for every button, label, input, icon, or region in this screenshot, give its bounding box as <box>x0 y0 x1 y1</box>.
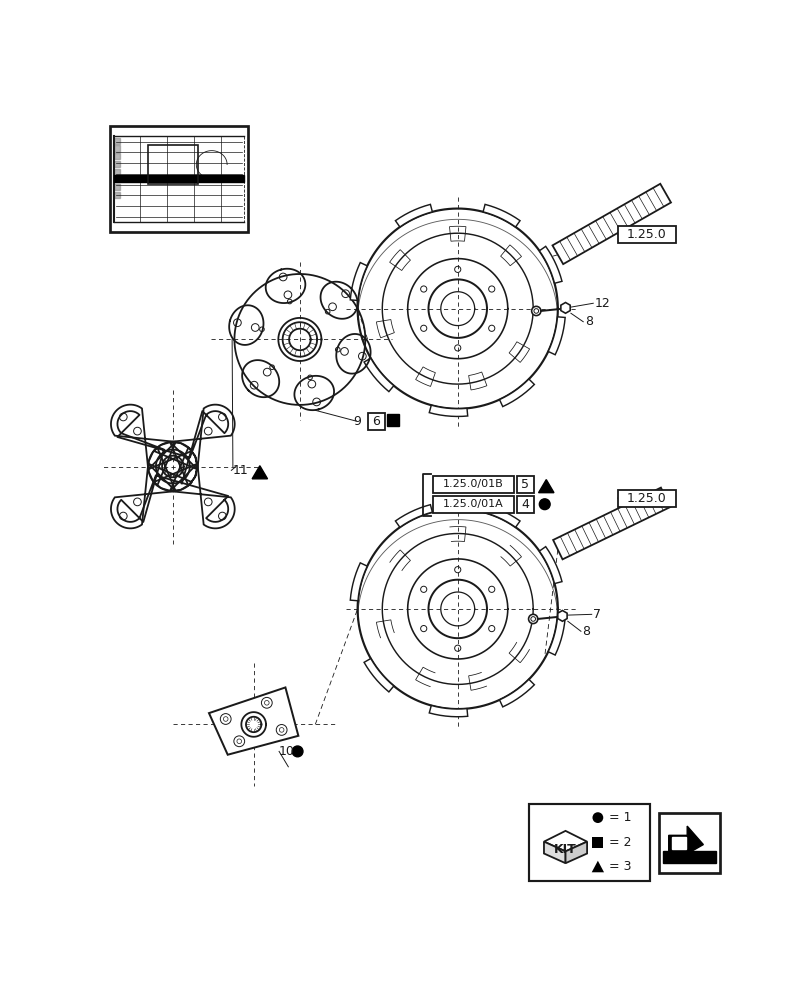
Text: = 2: = 2 <box>608 836 630 849</box>
Polygon shape <box>483 204 519 227</box>
Polygon shape <box>564 842 586 863</box>
Polygon shape <box>557 610 566 621</box>
Polygon shape <box>552 488 670 559</box>
Circle shape <box>531 306 540 316</box>
Circle shape <box>539 499 550 510</box>
Bar <box>367 413 384 430</box>
Polygon shape <box>114 184 119 190</box>
Polygon shape <box>547 617 564 655</box>
Polygon shape <box>591 861 603 872</box>
Polygon shape <box>499 379 534 407</box>
Text: 8: 8 <box>581 625 590 638</box>
Text: 5: 5 <box>521 478 529 491</box>
Polygon shape <box>363 358 393 392</box>
Text: 6: 6 <box>371 415 380 428</box>
Text: 1.25.0/01B: 1.25.0/01B <box>443 479 504 489</box>
Polygon shape <box>429 705 467 717</box>
Bar <box>659 813 719 873</box>
Polygon shape <box>114 169 119 175</box>
Text: 7: 7 <box>593 608 600 621</box>
Polygon shape <box>560 302 569 313</box>
Bar <box>148 145 198 184</box>
Circle shape <box>592 812 603 823</box>
Polygon shape <box>543 842 564 863</box>
Polygon shape <box>114 145 119 152</box>
Text: 8: 8 <box>584 315 592 328</box>
Polygon shape <box>114 153 119 159</box>
Polygon shape <box>114 176 119 182</box>
Polygon shape <box>668 826 702 854</box>
Circle shape <box>292 746 303 757</box>
Polygon shape <box>539 246 561 283</box>
Polygon shape <box>350 563 367 601</box>
Polygon shape <box>483 505 519 527</box>
Text: = 3: = 3 <box>608 860 630 873</box>
Polygon shape <box>499 679 534 707</box>
Bar <box>432 476 513 493</box>
Bar <box>663 851 714 863</box>
Bar <box>517 476 534 493</box>
Text: 11: 11 <box>233 464 248 477</box>
Polygon shape <box>114 192 119 198</box>
Bar <box>528 804 650 881</box>
Bar <box>617 490 675 507</box>
Text: 10: 10 <box>278 745 294 758</box>
Polygon shape <box>543 831 586 851</box>
Bar <box>114 175 244 182</box>
Text: 1.25.0: 1.25.0 <box>626 492 666 505</box>
Polygon shape <box>208 687 298 755</box>
Text: 9: 9 <box>354 415 361 428</box>
Text: = 1: = 1 <box>608 811 630 824</box>
Polygon shape <box>429 405 467 416</box>
Polygon shape <box>252 466 267 479</box>
Polygon shape <box>114 161 119 167</box>
Polygon shape <box>551 184 670 264</box>
Bar <box>592 837 603 848</box>
Polygon shape <box>363 659 393 692</box>
Bar <box>109 126 248 232</box>
Polygon shape <box>671 837 684 849</box>
Polygon shape <box>547 317 564 355</box>
Circle shape <box>528 614 537 624</box>
Polygon shape <box>350 263 367 300</box>
Text: 4: 4 <box>521 498 529 511</box>
Text: KIT: KIT <box>553 843 576 856</box>
Text: 12: 12 <box>594 297 610 310</box>
Polygon shape <box>395 505 431 527</box>
Text: 1.25.0: 1.25.0 <box>626 228 666 241</box>
Bar <box>517 496 534 513</box>
Polygon shape <box>114 138 119 144</box>
Bar <box>432 496 513 513</box>
Polygon shape <box>539 547 561 584</box>
Text: 1.25.0/01A: 1.25.0/01A <box>443 499 504 509</box>
Bar <box>386 414 399 426</box>
Polygon shape <box>395 204 431 227</box>
Bar <box>617 226 675 243</box>
Polygon shape <box>538 480 553 493</box>
